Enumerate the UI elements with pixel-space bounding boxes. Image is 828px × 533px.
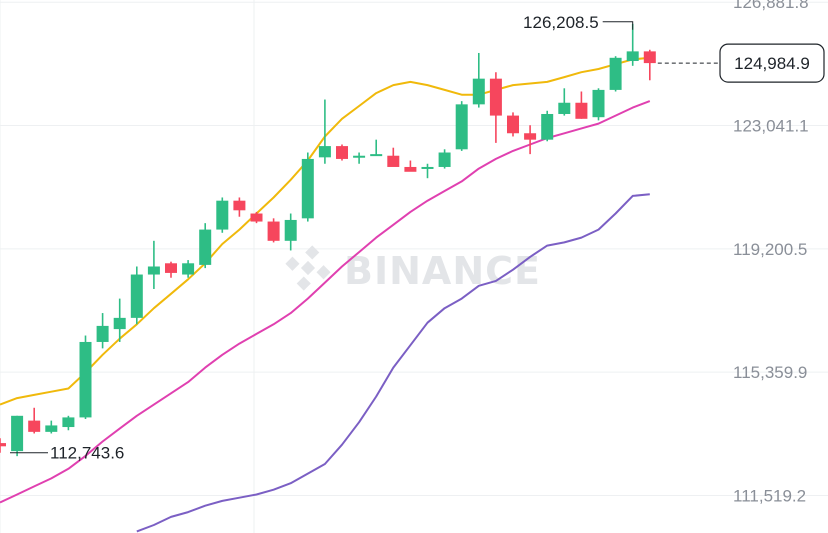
candle-body bbox=[524, 133, 537, 140]
candle-body bbox=[147, 266, 160, 275]
candle-26 bbox=[438, 149, 451, 169]
candle-6 bbox=[96, 313, 109, 349]
candle-28 bbox=[472, 52, 485, 108]
candle-body bbox=[199, 229, 212, 265]
y-axis: 126,881.8 123,041.1 119,200.5 115,359.9 111,… bbox=[733, 0, 809, 505]
candle-15 bbox=[250, 211, 263, 224]
low-label: 112,743.6 bbox=[50, 444, 124, 463]
candle-19 bbox=[318, 99, 331, 164]
y-tick-label-2: 119,200.5 bbox=[733, 240, 807, 259]
candle-0 bbox=[0, 438, 6, 453]
candle-10 bbox=[165, 261, 177, 278]
last-price-box bbox=[719, 43, 825, 83]
candle-body bbox=[182, 263, 195, 275]
candle-30 bbox=[507, 112, 519, 137]
candle-21 bbox=[353, 152, 366, 164]
candle-body bbox=[643, 51, 656, 64]
candle-body bbox=[165, 263, 177, 273]
candle-body bbox=[472, 78, 485, 105]
candle-9 bbox=[147, 240, 160, 289]
candle-body bbox=[507, 115, 519, 134]
candle-body bbox=[130, 274, 143, 318]
candle-8 bbox=[130, 266, 143, 325]
candle-24 bbox=[404, 160, 417, 172]
candle-body bbox=[626, 51, 639, 62]
candle-36 bbox=[609, 56, 622, 92]
last-price-marker: 124,984.9 bbox=[657, 43, 825, 83]
candle-5 bbox=[79, 335, 92, 420]
candle-13 bbox=[216, 197, 229, 233]
candle-body bbox=[370, 154, 383, 157]
candle-29 bbox=[489, 72, 502, 143]
candle-body bbox=[455, 104, 468, 150]
candle-body bbox=[353, 155, 366, 158]
candle-17 bbox=[284, 213, 297, 251]
y-tick-label-1: 123,041.1 bbox=[733, 117, 809, 136]
candle-33 bbox=[558, 88, 571, 116]
candle-body bbox=[216, 200, 229, 230]
candle-3 bbox=[45, 420, 58, 434]
candle-body bbox=[421, 166, 434, 169]
candle-38 bbox=[643, 49, 656, 81]
candle-body bbox=[62, 417, 75, 428]
candle-1 bbox=[11, 415, 24, 457]
candle-11 bbox=[182, 260, 195, 278]
candle-27 bbox=[455, 101, 468, 151]
ma-long-line bbox=[136, 193, 650, 533]
candle-body bbox=[541, 113, 554, 140]
candle-body bbox=[284, 219, 297, 241]
y-tick-label-4: 111,519.2 bbox=[733, 486, 806, 505]
candle-body bbox=[609, 57, 622, 90]
candle-body bbox=[45, 425, 58, 432]
ma-mid-line bbox=[0, 100, 651, 504]
last-price-label: 124,984.9 bbox=[734, 54, 810, 73]
candle-body bbox=[0, 443, 6, 447]
candle-35 bbox=[592, 88, 605, 121]
candle-body bbox=[404, 166, 417, 172]
y-tick-label-0: 126,881.8 bbox=[733, 0, 809, 12]
candle-18 bbox=[301, 152, 314, 222]
candle-body bbox=[301, 158, 314, 219]
candle-body bbox=[438, 152, 451, 167]
candle-2 bbox=[28, 407, 41, 434]
candle-body bbox=[79, 341, 92, 418]
candle-7 bbox=[113, 298, 126, 342]
candle-23 bbox=[387, 147, 400, 167]
candle-16 bbox=[267, 218, 280, 243]
watermark-text: BINANCE bbox=[344, 249, 541, 293]
candle-32 bbox=[541, 110, 554, 142]
candle-body bbox=[250, 213, 263, 222]
candle-31 bbox=[524, 125, 537, 155]
candle-body bbox=[11, 415, 24, 452]
candle-body bbox=[575, 102, 588, 119]
candle-body bbox=[336, 146, 348, 159]
candle-body bbox=[387, 155, 400, 167]
candle-body bbox=[318, 146, 331, 158]
candles bbox=[0, 23, 656, 457]
candle-20 bbox=[336, 144, 348, 161]
candle-body bbox=[96, 325, 109, 342]
candle-body bbox=[489, 78, 502, 116]
candle-body bbox=[592, 89, 605, 118]
candle-body bbox=[233, 200, 246, 211]
candle-body bbox=[28, 420, 41, 432]
candle-14 bbox=[233, 197, 246, 217]
candle-body bbox=[267, 221, 280, 241]
y-tick-label-3: 115,359.9 bbox=[733, 363, 807, 382]
candle-body bbox=[113, 317, 126, 330]
high-label: 126,208.5 bbox=[523, 13, 599, 32]
annotations: 126,208.5 112,743.6 bbox=[10, 13, 634, 463]
candle-22 bbox=[370, 139, 383, 157]
candle-body bbox=[558, 102, 571, 114]
candle-34 bbox=[575, 91, 588, 119]
candle-37 bbox=[626, 23, 639, 66]
candle-4 bbox=[62, 415, 75, 431]
candle-25 bbox=[421, 163, 434, 179]
candle-12 bbox=[199, 223, 212, 269]
high-marker-line bbox=[602, 21, 634, 30]
